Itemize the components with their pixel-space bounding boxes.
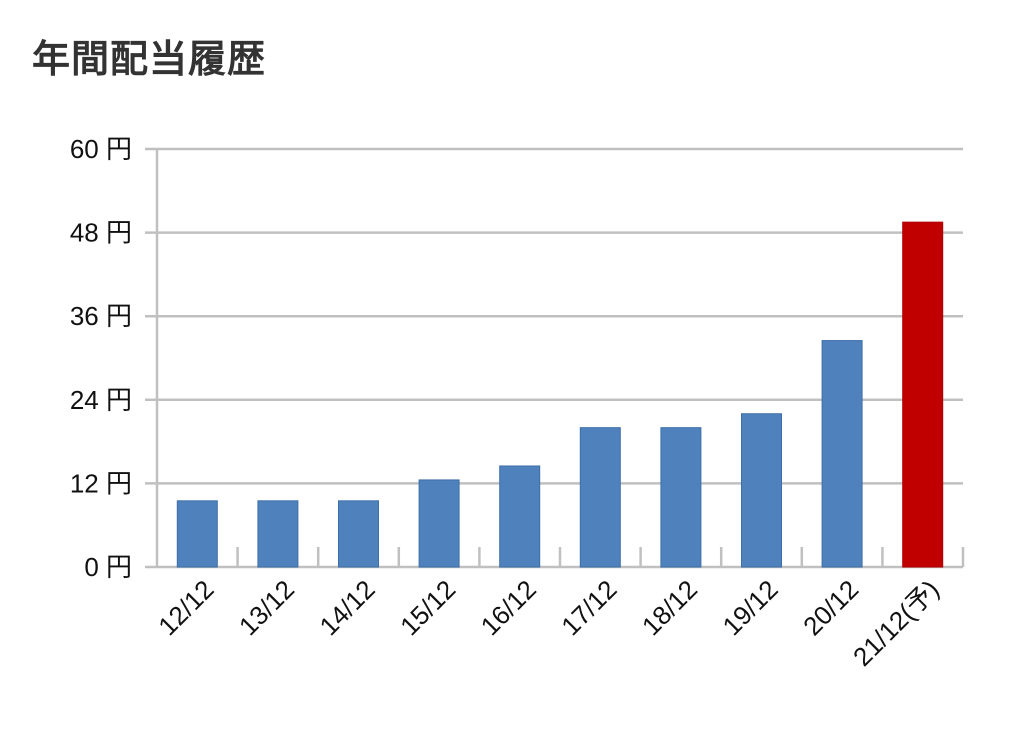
x-tick-label: 17/12 (555, 574, 622, 641)
y-tick-label: 12 円 (70, 468, 132, 498)
bar-13/12 (257, 500, 299, 568)
x-tick-label: 18/12 (636, 574, 703, 641)
bar-16/12 (499, 465, 541, 568)
bars (176, 221, 944, 568)
y-tick-label: 24 円 (70, 385, 132, 415)
bar-18/12 (660, 427, 702, 568)
y-tick-label: 0 円 (84, 552, 132, 582)
bar-14/12 (338, 500, 379, 568)
x-tick-label: 15/12 (394, 574, 461, 641)
x-tick-label: 13/12 (233, 574, 300, 641)
x-tick-label: 16/12 (475, 574, 542, 641)
y-tick-label: 60 円 (70, 134, 132, 164)
x-tick-label: 14/12 (314, 574, 381, 641)
x-tick-label: 19/12 (717, 574, 784, 641)
bar-19/12 (741, 413, 782, 568)
chart-title: 年間配当履歴 (32, 37, 267, 81)
bar-20/12 (821, 340, 863, 568)
y-tick-label: 36 円 (70, 301, 132, 331)
bar-15/12 (418, 479, 460, 568)
bar-21/12(予) (902, 221, 944, 568)
x-tick-label: 21/12(予) (847, 574, 945, 672)
y-axis: 0 円 12 円 24 円 36 円 48 円 60 円 (70, 134, 159, 582)
bar-17/12 (579, 427, 621, 568)
x-tick-label: 20/12 (797, 574, 864, 641)
bar-12/12 (176, 500, 218, 568)
x-tick-label: 12/12 (152, 574, 219, 641)
y-tick-label: 48 円 (70, 218, 132, 248)
